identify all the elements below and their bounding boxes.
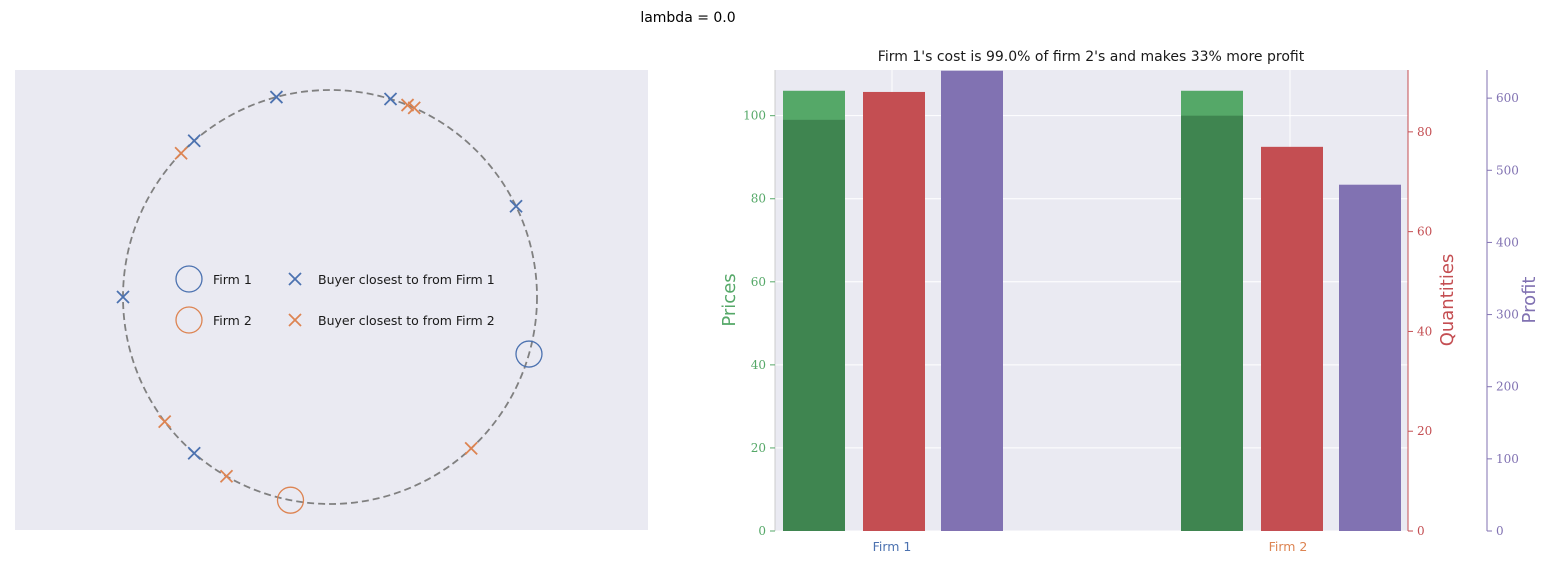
tick-label-right2: 600 [1496, 91, 1519, 105]
buyer-marker [464, 441, 478, 456]
bar-chart-panel: 0 20 40 60 80 100 0 20 40 60 80 0 100 200 300 400 500 600… [719, 49, 1540, 554]
circle-market-panel: Firm 1 Firm 2 Buyer closest to from Firm… [15, 70, 648, 530]
tick-label-right1: 60 [1417, 225, 1432, 239]
legend-firm2-circle-icon [175, 306, 203, 334]
firm-2-marker [276, 486, 305, 514]
cost-bar-firm1 [783, 119, 845, 532]
cost-bar-firm2 [1181, 115, 1243, 531]
tick-label-left: 60 [751, 275, 766, 289]
buyer-marker [509, 199, 523, 213]
figure-suptitle: lambda = 0.0 [640, 10, 735, 26]
firm-1-marker [515, 340, 543, 368]
tick-label-right1: 20 [1417, 424, 1432, 438]
quantities-bar-firm2 [1261, 146, 1323, 532]
firms-layer [276, 340, 543, 514]
market-legend: Firm 1 Firm 2 Buyer closest to from Firm… [175, 265, 495, 334]
legend-firm1-circle-icon [175, 265, 203, 293]
tick-label-right1: 0 [1417, 524, 1425, 538]
tick-label-left: 20 [751, 441, 766, 455]
y-axis-label-profit: Profit [1519, 277, 1540, 324]
x-category-label-firm2: Firm 2 [1269, 539, 1308, 554]
bars-layer [783, 70, 1401, 532]
tick-label-left: 100 [743, 109, 766, 123]
y-axis-label-quantities: Quantities [1437, 254, 1458, 347]
tick-label-right2: 200 [1496, 380, 1519, 394]
legend-buyer1-label: Buyer closest to from Firm 1 [318, 272, 495, 287]
tick-label-right2: 0 [1496, 524, 1504, 538]
tick-label-right2: 400 [1496, 235, 1519, 249]
buyer-marker [116, 290, 130, 304]
buyer-marker [400, 98, 415, 112]
legend-firm2-label: Firm 2 [213, 313, 252, 328]
tick-label-left: 0 [758, 524, 766, 538]
tick-label-right1: 80 [1417, 125, 1432, 139]
legend-buyer1-x-icon [288, 272, 302, 286]
tick-label-right2: 300 [1496, 308, 1519, 322]
tick-label-left: 40 [751, 358, 766, 372]
buyer-marker [219, 469, 234, 483]
buyer-marker [269, 90, 284, 104]
legend-firm1-label: Firm 1 [213, 272, 252, 287]
buyer-marker [158, 414, 172, 429]
bar-chart-axes: 0 20 40 60 80 100 0 20 40 60 80 0 100 200 300 400 500 600 [743, 70, 1519, 538]
buyer-marker [383, 92, 398, 106]
tick-label-right2: 100 [1496, 452, 1519, 466]
y-axis-label-prices: Prices [719, 273, 740, 326]
buyer-marker [174, 146, 188, 160]
profit-bar-firm2 [1339, 184, 1401, 531]
tick-label-left: 80 [751, 192, 766, 206]
quantities-bar-firm1 [863, 91, 925, 531]
bar-chart-title: Firm 1's cost is 99.0% of firm 2's and m… [878, 49, 1305, 65]
buyer-marker [187, 446, 201, 460]
tick-label-right2: 500 [1496, 163, 1519, 177]
legend-buyer2-label: Buyer closest to from Firm 2 [318, 313, 495, 328]
legend-buyer2-x-icon [288, 313, 302, 327]
tick-label-right1: 40 [1417, 324, 1432, 338]
buyer-marker [187, 134, 201, 148]
circle-panel-background [15, 70, 648, 530]
profit-bar-firm1 [941, 70, 1003, 532]
buyer-marker [407, 101, 421, 115]
buyers-layer [116, 90, 523, 483]
x-category-label-firm1: Firm 1 [873, 539, 912, 554]
